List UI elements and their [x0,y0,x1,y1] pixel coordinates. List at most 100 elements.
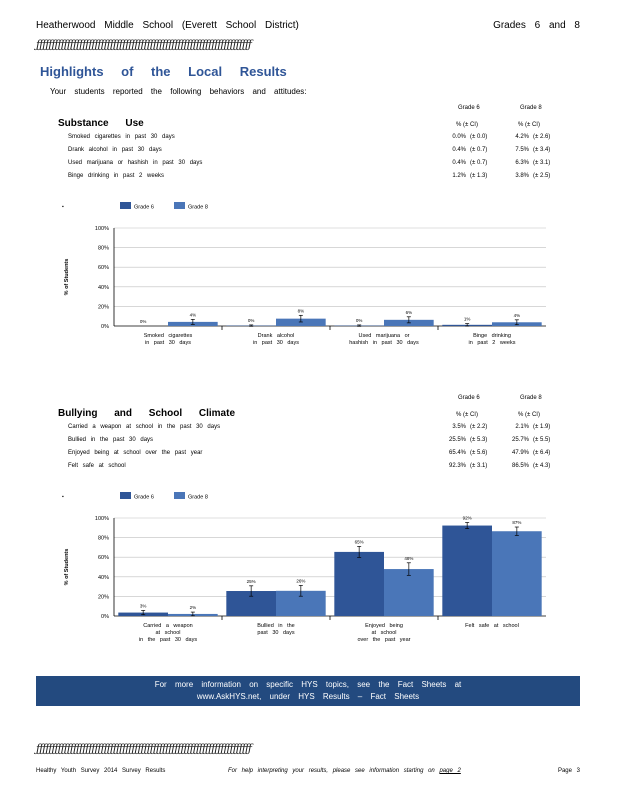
table-cell-g8-ci: (± 2.5) [533,173,551,179]
table-cell-g8-ci: (± 1.9) [533,424,551,430]
data-label: 8% [298,308,305,313]
help-line-2[interactable]: www.AskHYS.net, under HYS Results – Fact… [196,692,420,701]
x-tick-label: in past 30 days [253,340,299,346]
intro-text: Your students reported the following beh… [50,87,307,96]
legend-label: Grade 8 [188,205,208,211]
x-tick-label: Used marijuana or [359,333,410,339]
y-tick-label: 20% [98,304,109,310]
x-tick-label: Drank alcohol [258,333,295,339]
table-row-label: Binge drinking in past 2 weeks [68,173,165,179]
table-cell-g8-ci: (± 5.5) [533,437,551,443]
col-pct-g6: % (± CI) [456,122,478,128]
table-cell-g8-ci: (± 2.6) [533,134,551,140]
table-cell-g6: 0.0% [452,134,466,140]
data-label: 26% [296,578,305,583]
y-tick-label: 60% [98,265,109,271]
data-label: 6% [406,310,413,315]
legend-label: Grade 6 [134,495,154,501]
data-label: 48% [404,556,413,561]
school-name: Heatherwood Middle School (Everett Schoo… [36,20,299,31]
legend-swatch-grade8 [174,492,185,499]
y-tick-label: 80% [98,246,109,252]
legend-swatch-grade6 [120,492,131,499]
table-cell-g8: 6.3% [515,160,529,166]
bar-grade6 [334,551,384,616]
grades-label: Grades 6 and 8 [493,20,580,31]
table-row-label: Used marijuana or hashish in past 30 day… [68,160,203,166]
table-cell-g6: 0.4% [452,147,466,153]
y-tick-label: 20% [98,594,109,600]
footer-page-link[interactable]: page 2 [439,768,461,774]
y-axis-label: % of Students [64,259,70,296]
page-title: Highlights of the Local Results [40,64,287,79]
bar-grade6 [442,525,492,616]
table-cell-g6: 65.4% [448,450,466,456]
y-tick-label: 0% [101,324,109,330]
table-cell-g6-ci: (± 1.3) [470,173,488,179]
table-cell-g8-ci: (± 4.3) [533,463,551,469]
data-label: 0% [248,318,255,323]
y-tick-label: 40% [98,575,109,581]
legend-marker: ▪ [62,204,64,210]
table-row-label: Carried a weapon at school in the past 3… [68,424,221,430]
table-row-label: Smoked cigarettes in past 30 days [68,134,175,140]
substance-title: Substance Use [58,118,144,129]
table-cell-g6: 1.2% [452,173,466,179]
table-cell-g6: 0.4% [452,160,466,166]
table-cell-g6: 3.5% [452,424,466,430]
table-cell-g6-ci: (± 3.1) [470,463,488,469]
legend-swatch-grade8 [174,202,185,209]
table-cell-g8: 7.5% [515,147,529,153]
legend-marker: ▪ [62,494,64,500]
data-label: 87% [512,520,521,525]
x-tick-label: past 30 days [257,630,294,636]
x-tick-label: in past 30 days [145,340,191,346]
y-tick-label: 40% [98,285,109,291]
col-grade8: Grade 8 [520,105,542,111]
table-cell-g8: 25.7% [511,437,529,443]
bar-grade8 [492,531,542,616]
table-row-label: Enjoyed being at school over the past ye… [68,450,203,456]
col-pct-g8: % (± CI) [518,122,540,128]
y-tick-label: 0% [101,614,109,620]
page-number: Page 3 [557,768,580,774]
bullying-chart: Grade 6 Grade 8 ▪ % of Students 0% 20% 40% 60% 8… [62,492,546,643]
table-cell-g6: 92.3% [448,463,466,469]
x-tick-label: in past 2 weeks [469,340,516,346]
y-tick-label: 60% [98,555,109,561]
help-line-1: For more information on specific HYS top… [154,680,462,689]
table-cell-g8-ci: (± 6.4) [533,450,551,456]
table-cell-g8: 4.2% [515,134,529,140]
data-label: 3% [140,603,147,608]
data-label: 65% [355,539,364,544]
table-cell-g8-ci: (± 3.1) [533,160,551,166]
x-tick-label: in the past 30 days [139,637,197,643]
x-tick-label: Carried a weapon [143,623,192,629]
table-cell-g6-ci: (± 0.7) [470,147,488,153]
x-tick-label: over the past year [357,637,410,643]
table-cell-g6-ci: (± 0.0) [470,134,488,140]
x-tick-label: Bullied in the [257,623,295,629]
col-grade6: Grade 6 [458,105,480,111]
x-tick-label: Smoked cigarettes [144,333,193,339]
table-cell-g6: 25.5% [448,437,466,443]
bullying-title: Bullying and School Climate [58,408,236,419]
col-pct-g8-b: % (± CI) [518,412,540,418]
table-cell-g8: 3.8% [515,173,529,179]
y-axis-label: % of Students [64,549,70,586]
data-label: 1% [464,317,471,322]
footer-survey: Healthy Youth Survey 2014 Survey Results [36,768,166,774]
table-row-label: Drank alcohol in past 30 days [68,147,162,153]
data-label: 4% [190,312,197,317]
y-tick-label: 100% [95,516,109,522]
table-cell-g8: 47.9% [511,450,529,456]
footer-help: For help interpreting your results, plea… [228,768,461,774]
table-cell-g8: 86.5% [511,463,529,469]
substance-chart: Grade 6 Grade 8 ▪ % of Students 0% 20% 40% 60% 8… [62,202,546,346]
x-tick-label: Binge drinking [473,333,511,339]
data-label: 0% [140,319,147,324]
table-cell-g6-ci: (± 5.6) [470,450,488,456]
table-cell-g6-ci: (± 2.2) [470,424,488,430]
col-pct-g6-b: % (± CI) [456,412,478,418]
legend-swatch-grade6 [120,202,131,209]
